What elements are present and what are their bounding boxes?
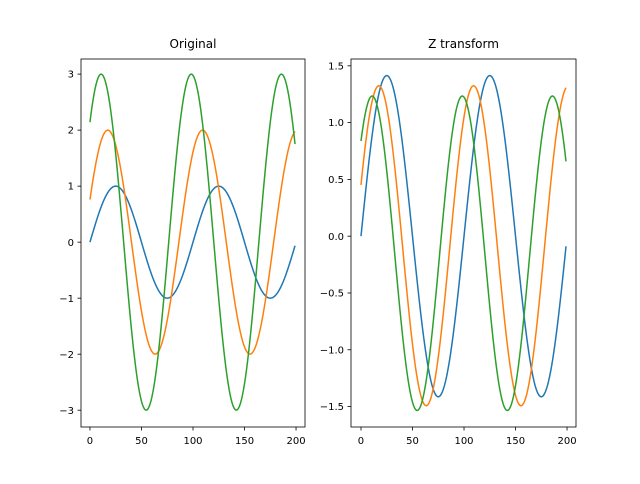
- y-tick-label: −0.5: [320, 289, 344, 300]
- line-2: [89, 129, 296, 355]
- x-tick-label: 200: [557, 436, 576, 447]
- y-tick-label: −1: [59, 294, 74, 305]
- x-tick-label: 200: [286, 436, 305, 447]
- y-tick-label: 1.0: [328, 118, 344, 129]
- y-tick-label: 0.0: [328, 232, 344, 243]
- y-tick-label: 0: [68, 238, 74, 249]
- x-tick-label: 100: [183, 436, 202, 447]
- axes-original: 0 50 100 150 200 −3 −2 −1 0 1 2 3 Original: [59, 37, 305, 447]
- y-tick-label: −1.0: [320, 345, 344, 356]
- x-tick-label: 50: [135, 436, 148, 447]
- line-3: [360, 95, 567, 412]
- line-3: [89, 73, 296, 411]
- y-tick-label: −1.5: [320, 402, 344, 413]
- x-tick-label: 150: [506, 436, 525, 447]
- chart-title: Original: [170, 37, 217, 51]
- x-tick-label: 150: [235, 436, 254, 447]
- y-tick-label: −3: [59, 406, 74, 417]
- x-tick-label: 0: [87, 436, 93, 447]
- y-tick-label: 1.5: [328, 61, 344, 72]
- y-tick-label: 2: [68, 126, 74, 137]
- axes-z-transform: 0 50 100 150 200 −1.5 −1.0 −0.5 0.0 0.5 1.0 1.5 Z tr…: [320, 37, 577, 447]
- line-2: [360, 85, 567, 407]
- y-tick-label: 0.5: [328, 175, 344, 186]
- x-tick-label: 100: [454, 436, 473, 447]
- y-tick-label: 1: [68, 182, 74, 193]
- y-tick-label: −2: [59, 350, 74, 361]
- chart-title: Z transform: [428, 37, 499, 51]
- axes-frame: [350, 58, 577, 428]
- x-tick-label: 50: [406, 436, 419, 447]
- y-tick-label: 3: [68, 70, 74, 81]
- x-tick-label: 0: [358, 436, 364, 447]
